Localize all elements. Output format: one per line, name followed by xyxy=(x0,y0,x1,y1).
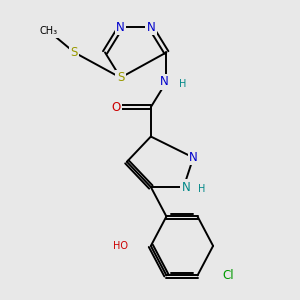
Text: N: N xyxy=(116,21,125,34)
Text: Cl: Cl xyxy=(222,269,234,282)
Text: H: H xyxy=(179,79,186,89)
Text: N: N xyxy=(189,151,198,164)
Text: CH₃: CH₃ xyxy=(40,26,58,36)
Text: N: N xyxy=(182,181,190,194)
Text: S: S xyxy=(70,46,78,59)
Text: N: N xyxy=(146,21,155,34)
Text: N: N xyxy=(160,75,169,88)
Text: HO: HO xyxy=(113,241,128,251)
Text: H: H xyxy=(198,184,205,194)
Text: O: O xyxy=(112,100,121,114)
Text: S: S xyxy=(117,71,124,84)
